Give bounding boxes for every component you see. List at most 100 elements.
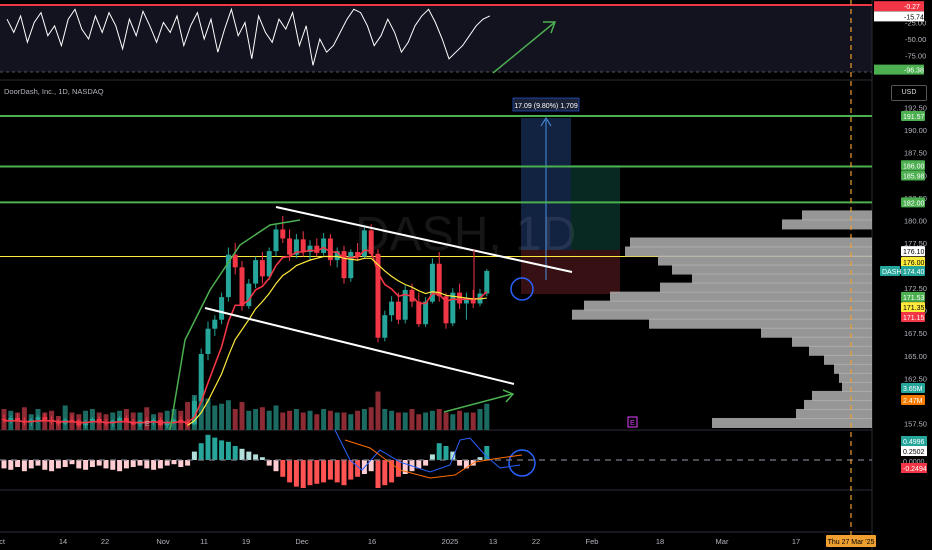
macd-histogram-bar xyxy=(35,460,41,466)
macd-histogram-bar xyxy=(225,441,231,460)
candle-body xyxy=(89,418,95,422)
candle-body xyxy=(42,417,48,420)
osc-value-label xyxy=(874,64,924,75)
volume-bar xyxy=(436,409,442,430)
earnings-marker-E: E xyxy=(145,421,150,428)
time-axis-tick: Nov xyxy=(156,537,170,546)
macd-histogram-bar xyxy=(96,460,102,466)
macd-histogram-bar xyxy=(42,460,48,470)
price-label-text: 191.57 xyxy=(903,114,925,121)
volume-arrow-head xyxy=(502,389,515,403)
price-label xyxy=(901,170,925,181)
candle-body xyxy=(334,251,340,261)
macd-histogram-bar xyxy=(8,460,14,470)
candle-body xyxy=(171,419,177,423)
macd-histogram-bar xyxy=(21,460,27,472)
volume-bar xyxy=(246,410,252,430)
volume-bar xyxy=(402,412,408,430)
volume-bar xyxy=(470,412,476,430)
price-label xyxy=(901,291,925,302)
macd-histogram-bar xyxy=(117,460,123,472)
macd-histogram-bar xyxy=(123,460,129,469)
volume-bar xyxy=(409,409,415,430)
time-axis-tick: 14 xyxy=(59,537,67,546)
volume-profile-bar xyxy=(802,210,872,221)
volume-bar xyxy=(321,409,327,430)
price-label-text: 2.47M xyxy=(903,398,923,405)
candle-body xyxy=(450,292,456,324)
candle-body xyxy=(355,252,361,257)
target-zone xyxy=(571,165,620,250)
macd-histogram-bar xyxy=(69,460,75,465)
macd-histogram-bar xyxy=(144,460,150,469)
volume-bar xyxy=(443,412,449,430)
candle-body xyxy=(484,270,490,294)
candle-body xyxy=(423,301,429,325)
volume-bar xyxy=(164,410,170,430)
osc-value-text: -15.74 xyxy=(904,14,924,21)
macd-histogram-bar xyxy=(266,460,272,466)
macd-label-text: 0.0000 xyxy=(903,459,925,466)
price-label-text: 3.65M xyxy=(903,386,923,393)
macd-label xyxy=(901,456,927,466)
candle-body xyxy=(368,230,374,254)
price-label xyxy=(901,383,925,393)
macd-histogram-bar xyxy=(76,460,82,469)
price-label xyxy=(901,246,925,257)
volume-bar xyxy=(457,410,463,430)
macd-label xyxy=(901,463,927,473)
macd-histogram-bar xyxy=(484,446,490,460)
volume-profile-bar xyxy=(842,381,872,392)
oscillator-line xyxy=(6,7,491,66)
candle-body xyxy=(1,418,7,420)
volume-bar xyxy=(341,412,347,430)
volume-bar xyxy=(273,405,279,430)
date-cursor-label xyxy=(826,535,876,547)
candle-body xyxy=(225,254,231,298)
candle-body xyxy=(436,263,442,297)
macd-histogram-bar xyxy=(293,460,299,487)
macd-histogram-bar xyxy=(280,460,286,477)
candle-body xyxy=(232,254,238,268)
macd-histogram-bar xyxy=(389,460,395,483)
volume-profile-bar xyxy=(824,354,872,365)
watermark: DASH, 1D xyxy=(355,208,576,261)
price-scale-tick: 172.50 xyxy=(904,284,927,293)
macd-histogram-bar xyxy=(28,460,34,469)
date-cursor-text: Thu 27 Mar '25 xyxy=(828,539,875,546)
price-scale-tick: 192.50 xyxy=(904,104,927,113)
price-label xyxy=(901,311,925,322)
volume-bar xyxy=(212,405,218,430)
volume-profile-bar xyxy=(796,408,872,419)
macd-histogram-bar xyxy=(191,451,197,460)
volume-profile-bar xyxy=(692,273,872,284)
price-label xyxy=(901,256,925,267)
macd-histogram-bar xyxy=(307,460,313,486)
volume-bar xyxy=(225,400,231,430)
macd-histogram-bar xyxy=(157,460,163,469)
candle-body xyxy=(246,283,252,307)
volume-bar xyxy=(314,414,320,430)
candle-body xyxy=(327,238,333,261)
time-axis-tick: 19 xyxy=(242,537,250,546)
time-axis-tick: 17 xyxy=(792,537,800,546)
macd-histogram-bar xyxy=(314,460,320,484)
price-label-text: 174.40 xyxy=(903,269,925,276)
candle-body xyxy=(35,417,41,420)
macd-histogram-bar xyxy=(402,460,408,474)
osc-scale-tick: -75.00 xyxy=(905,52,926,61)
macd-histogram-bar xyxy=(137,460,143,466)
candle-body xyxy=(239,267,245,307)
volume-bar xyxy=(450,414,456,430)
candle-body xyxy=(280,229,286,239)
price-scale-tick: 157.50 xyxy=(904,419,927,428)
candle-body xyxy=(389,301,395,316)
macd-histogram-bar xyxy=(327,460,333,480)
currency-button[interactable]: USD xyxy=(891,85,927,101)
osc-value-text: -0.27 xyxy=(904,4,920,11)
price-scale-tick: 187.50 xyxy=(904,149,927,158)
volume-bar xyxy=(280,412,286,430)
volume-bar xyxy=(463,412,469,430)
candle-body xyxy=(123,418,129,422)
